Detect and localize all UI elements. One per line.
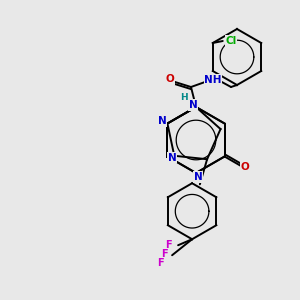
- Text: N: N: [194, 172, 202, 182]
- Text: O: O: [166, 74, 174, 84]
- Text: N: N: [189, 100, 197, 110]
- Text: NH: NH: [204, 75, 222, 85]
- Text: H: H: [180, 92, 188, 101]
- Text: N: N: [158, 116, 167, 127]
- Text: F: F: [165, 240, 171, 250]
- Text: N: N: [168, 153, 177, 163]
- Text: Cl: Cl: [225, 36, 236, 46]
- Text: F: F: [157, 258, 164, 268]
- Text: F: F: [161, 249, 167, 259]
- Text: O: O: [241, 163, 250, 172]
